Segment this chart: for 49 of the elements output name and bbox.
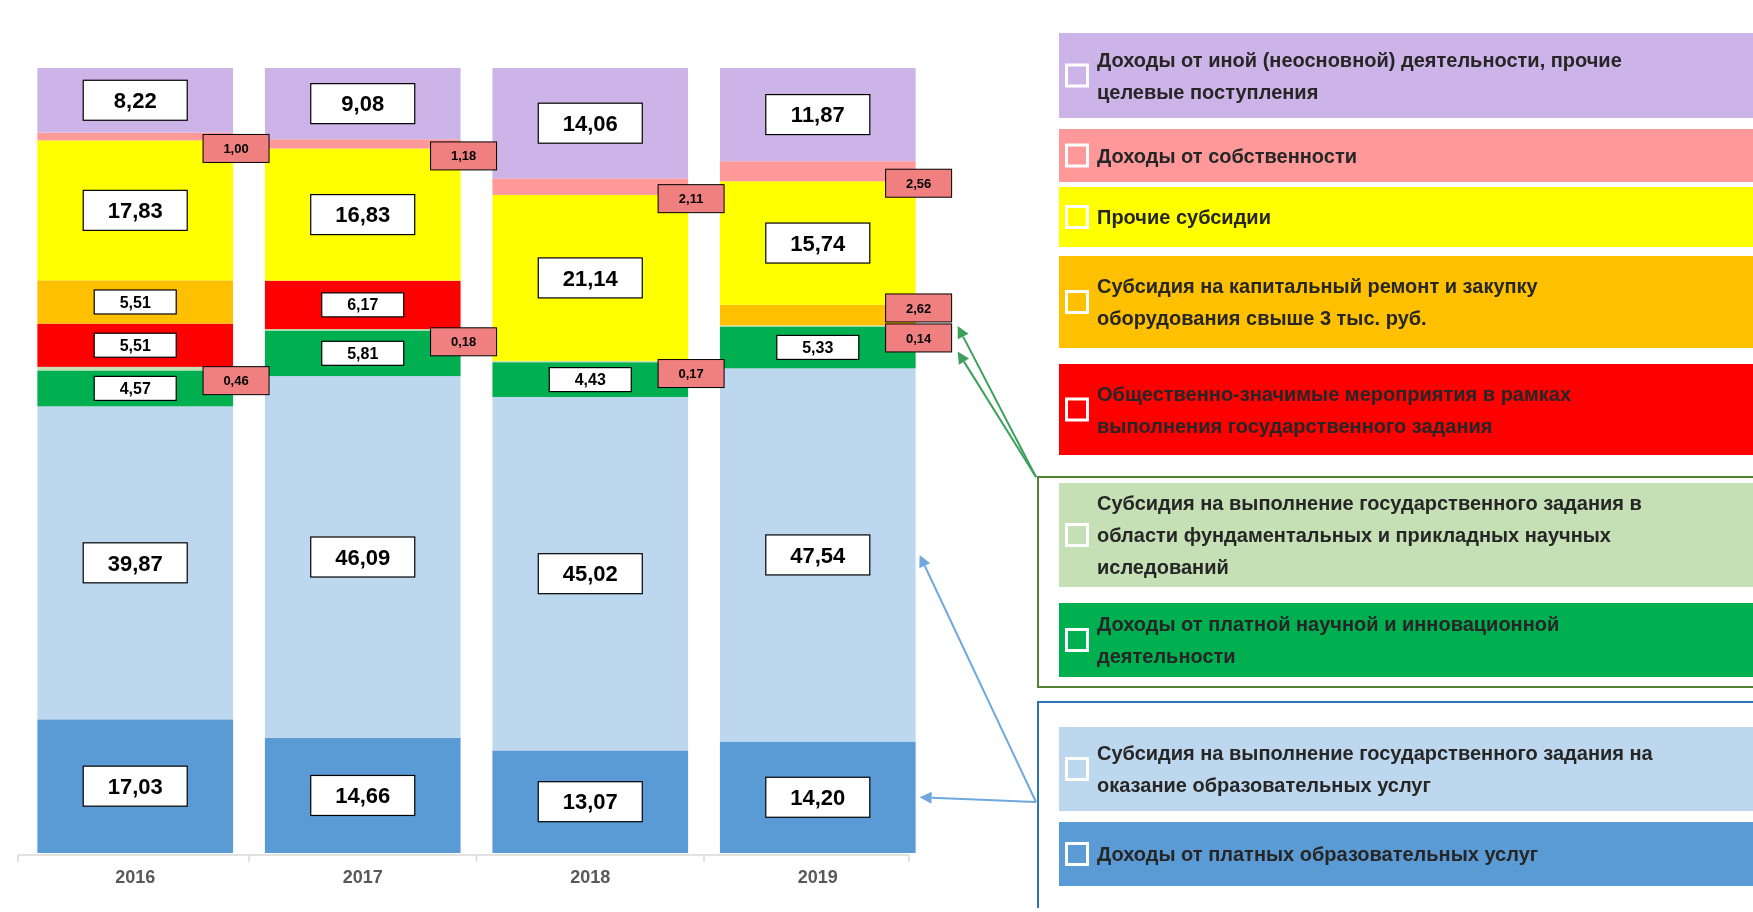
data-label: 13,07 — [562, 789, 618, 815]
data-label: 14,20 — [790, 784, 846, 810]
data-label: 5,33 — [802, 339, 834, 357]
data-label: 1,00 — [223, 141, 249, 156]
data-label: 15,74 — [790, 230, 847, 256]
data-label: 2,62 — [905, 300, 932, 316]
data-label: 39,87 — [107, 550, 163, 576]
data-label: 21,14 — [562, 265, 619, 291]
legend-label: Прочие субсидии — [1097, 206, 1271, 228]
data-label: 17,03 — [107, 773, 163, 799]
data-label: 14,66 — [335, 783, 391, 809]
data-label: 5,51 — [119, 293, 151, 311]
legend-label: Доходы от собственности — [1097, 144, 1358, 167]
bar — [492, 396, 689, 751]
data-label: 0,17 — [678, 366, 704, 382]
bar — [264, 376, 461, 738]
data-label: 14,06 — [562, 110, 618, 136]
data-label: 16,83 — [335, 202, 391, 228]
data-label: 47,54 — [790, 542, 847, 568]
data-label: 5,81 — [347, 344, 379, 362]
data-label: 11,87 — [790, 102, 845, 128]
data-label: 6,17 — [347, 296, 379, 314]
data-label: 4,57 — [119, 380, 151, 397]
legend-label: Субсидия на выполнение государственного задания в области фундаментальных и прикладных научных иследований — [1097, 492, 1642, 578]
data-label: 0,46 — [223, 373, 249, 389]
data-label: 46,09 — [335, 544, 391, 570]
x-tick-label: 2016 — [115, 867, 156, 887]
data-label: 8,22 — [113, 87, 157, 113]
legend-label: Доходы от платных образовательных услуг — [1097, 843, 1539, 865]
data-label: 2,56 — [905, 175, 932, 191]
data-label: 4,43 — [574, 371, 606, 389]
data-label: 9,08 — [341, 91, 385, 117]
data-label: 5,51 — [119, 336, 151, 354]
x-tick-label: 2018 — [570, 867, 611, 887]
data-label: 17,83 — [107, 198, 163, 224]
data-label: 1,18 — [450, 148, 477, 164]
x-tick-label: 2019 — [797, 867, 838, 887]
legend-label: Общественно-значимые мероприятия в рамках выполнения государственного задания — [1097, 382, 1572, 437]
legend-label: Субсидия на капитальный ремонт и закупку оборудования свыше 3 тыс. руб. — [1097, 275, 1539, 329]
x-tick-label: 2017 — [342, 867, 383, 887]
bar — [719, 368, 916, 742]
legend-label: Доходы от иной (неосновной) деятельности, прочие целевые поступления — [1097, 48, 1622, 103]
data-label: 0,18 — [450, 334, 477, 350]
data-label: 0,14 — [905, 330, 933, 346]
data-label: 2,11 — [678, 191, 704, 207]
data-label: 45,02 — [562, 561, 618, 587]
legend-label: Субсидия на выполнение государственного задания на оказание образовательных услуг — [1097, 742, 1654, 796]
bar — [37, 406, 234, 720]
legend-label: Доходы от платной научной и инновационной деятельности — [1097, 613, 1560, 667]
